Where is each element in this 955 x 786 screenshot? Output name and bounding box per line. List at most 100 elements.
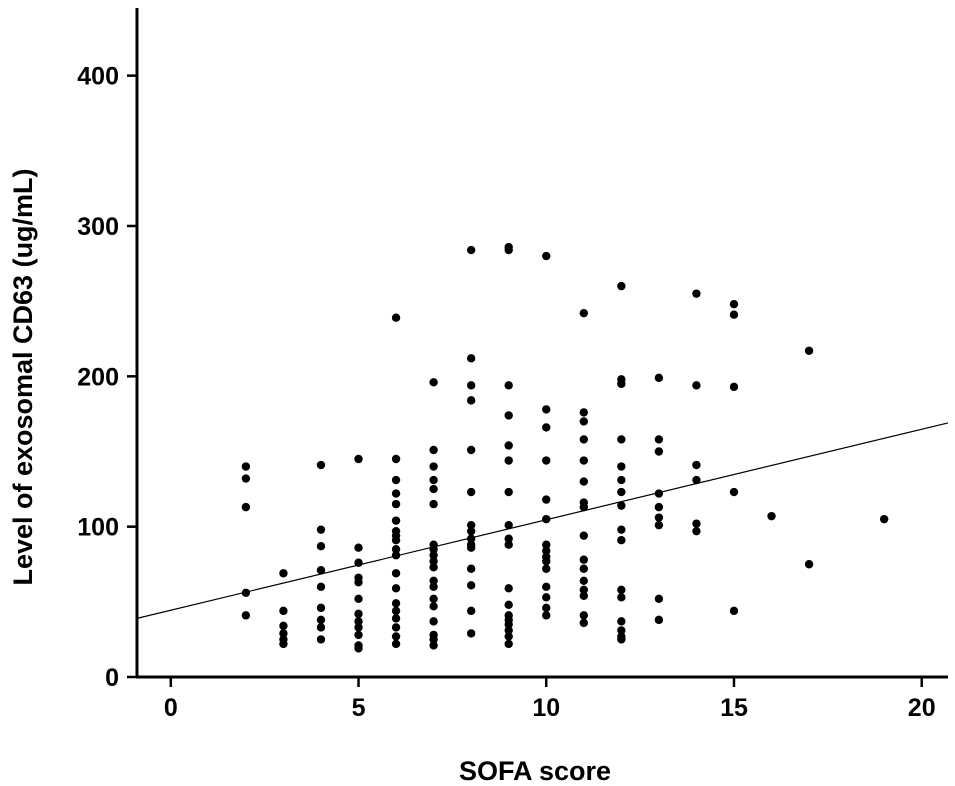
data-point	[729, 606, 739, 616]
data-point	[654, 502, 664, 512]
data-point	[692, 460, 701, 470]
data-point	[504, 381, 513, 390]
data-point	[579, 555, 589, 564]
data-point	[654, 373, 664, 383]
data-point	[391, 545, 401, 554]
data-point	[316, 635, 326, 644]
data-point	[617, 281, 626, 291]
data-point	[241, 611, 251, 620]
data-points	[241, 242, 889, 653]
data-point	[504, 540, 513, 549]
data-point	[617, 525, 626, 534]
data-point	[391, 632, 401, 641]
data-point	[504, 620, 513, 629]
data-point	[542, 593, 551, 602]
y-axis-label: Level of exosomal CD63 (ug/mL)	[8, 168, 38, 585]
data-point	[354, 454, 363, 464]
data-point	[729, 382, 739, 392]
data-point	[542, 540, 551, 549]
x-tick-label: 0	[164, 694, 178, 722]
data-point	[542, 405, 551, 414]
data-point	[241, 462, 251, 471]
data-point	[542, 582, 551, 591]
data-point	[429, 594, 438, 604]
data-point	[804, 346, 814, 355]
data-point	[654, 489, 664, 498]
data-point	[466, 445, 476, 455]
data-point	[391, 454, 401, 464]
data-point	[692, 526, 701, 536]
data-point	[542, 456, 551, 465]
data-point	[466, 526, 476, 536]
data-point	[429, 462, 438, 471]
data-point	[429, 617, 438, 626]
data-point	[466, 381, 476, 390]
x-tick-label: 5	[352, 694, 366, 722]
data-point	[466, 487, 476, 497]
data-point	[354, 609, 363, 619]
data-point	[241, 502, 251, 512]
data-point	[767, 511, 776, 521]
data-point	[504, 626, 513, 635]
data-point	[804, 560, 814, 569]
data-point	[504, 584, 513, 593]
data-point	[654, 615, 664, 625]
data-point	[354, 578, 363, 587]
data-point	[279, 606, 288, 616]
data-point	[354, 630, 363, 640]
data-point	[617, 487, 626, 497]
data-point	[429, 475, 438, 485]
data-point	[617, 379, 626, 389]
data-point	[391, 584, 401, 593]
y-tick-label: 400	[77, 63, 119, 91]
data-point	[504, 411, 513, 420]
data-point	[391, 475, 401, 485]
y-ticks: 0 100 200 300 400	[77, 63, 137, 692]
data-point	[579, 477, 589, 486]
data-point	[279, 629, 288, 638]
data-point	[316, 542, 326, 551]
data-point	[316, 615, 326, 625]
data-point	[391, 639, 401, 649]
y-tick-label: 300	[77, 213, 119, 241]
x-axis-label: SOFA score	[459, 756, 611, 786]
data-point	[391, 599, 401, 608]
data-point	[579, 564, 589, 573]
data-point	[579, 576, 589, 585]
data-point	[391, 489, 401, 498]
data-point	[692, 381, 701, 390]
data-point	[429, 635, 438, 644]
data-point	[429, 576, 438, 585]
data-point	[279, 639, 288, 649]
data-point	[279, 621, 288, 631]
x-ticks: 0 5 10 15 20	[164, 677, 936, 722]
data-point	[466, 629, 476, 638]
data-point	[617, 475, 626, 485]
data-point	[579, 456, 589, 465]
data-point	[429, 499, 438, 509]
data-point	[729, 487, 739, 497]
data-point	[617, 626, 626, 635]
data-point	[579, 502, 589, 512]
data-point	[316, 603, 326, 613]
data-point	[617, 535, 626, 545]
data-point	[504, 639, 513, 649]
data-point	[354, 617, 363, 626]
data-point	[579, 585, 589, 595]
data-point	[579, 611, 589, 620]
data-point	[504, 245, 513, 255]
data-point	[617, 593, 626, 602]
data-point	[654, 435, 664, 444]
data-point	[579, 308, 589, 318]
data-point	[729, 310, 739, 319]
x-tick-label: 10	[532, 694, 560, 722]
data-point	[466, 564, 476, 573]
x-tick-label: 20	[908, 694, 936, 722]
data-point	[354, 594, 363, 604]
data-point	[579, 591, 589, 601]
x-tick-label: 15	[720, 694, 748, 722]
data-point	[316, 582, 326, 591]
data-point	[429, 378, 438, 387]
data-point	[316, 623, 326, 632]
